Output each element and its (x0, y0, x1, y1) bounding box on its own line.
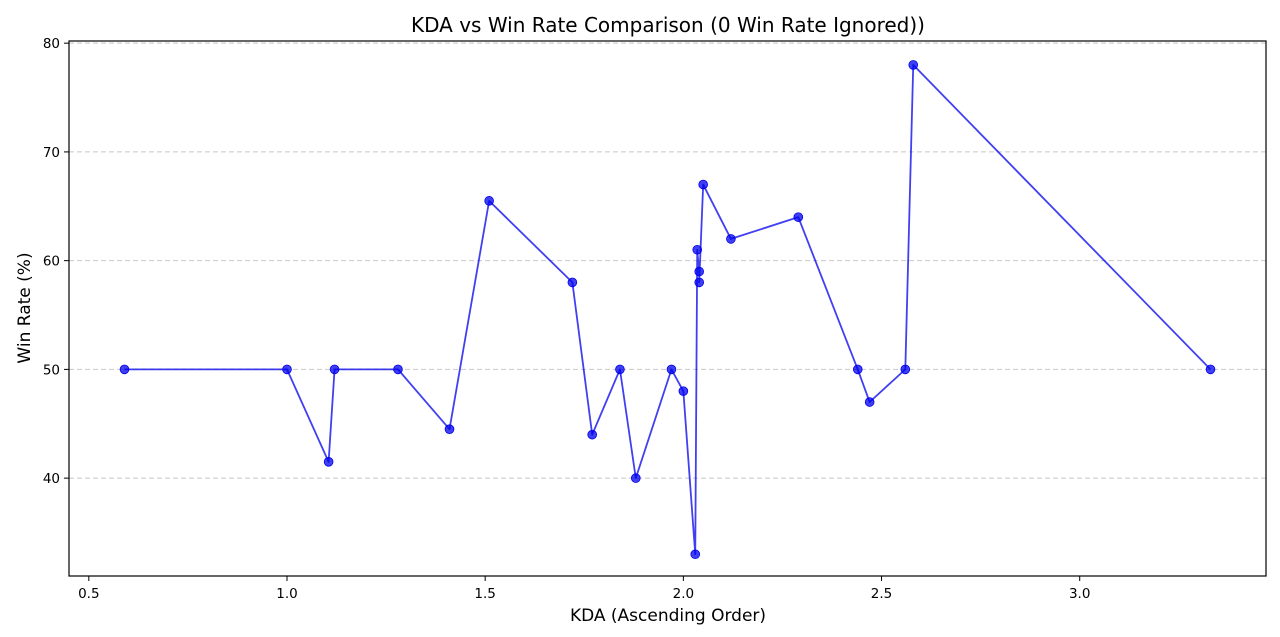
data-point (692, 244, 703, 255)
data-point (793, 212, 804, 222)
grid-lines (69, 42, 1266, 479)
data-point (615, 364, 625, 375)
y-tick-label: 50 (43, 362, 60, 378)
data-point (694, 277, 705, 288)
x-tick-label: 0.5 (78, 586, 99, 602)
data-point (282, 364, 292, 375)
data-point (444, 424, 455, 435)
data-point (630, 473, 641, 483)
data-point (567, 277, 578, 288)
data-point (864, 397, 875, 407)
chart-title: KDA vs Win Rate Comparison (0 Win Rate I… (411, 13, 925, 37)
data-point (119, 364, 130, 375)
data-point (323, 457, 334, 467)
plot-frame (68, 40, 1267, 577)
data-point (852, 364, 863, 375)
data-point (726, 234, 736, 244)
x-axis-label: KDA (Ascending Order) (570, 606, 766, 626)
data-point (900, 364, 911, 375)
data-point (678, 386, 689, 396)
data-point (690, 549, 701, 560)
y-tick-label: 70 (43, 145, 60, 161)
y-tick-label: 60 (43, 254, 60, 270)
data-point (587, 429, 597, 440)
y-tick-label: 80 (43, 36, 60, 52)
x-tick-label: 1.5 (474, 586, 495, 602)
y-tick-label: 40 (43, 471, 60, 487)
data-point (694, 266, 705, 277)
data-point (698, 179, 708, 190)
series-layer (119, 60, 1216, 560)
x-tick-label: 2.5 (871, 586, 892, 602)
data-point (393, 364, 403, 375)
x-axis-ticks: 0.5 1.0 1.5 2.0 2.5 3.0 (78, 576, 1090, 602)
series-line (124, 64, 1212, 556)
x-tick-label: 1.0 (276, 586, 297, 602)
data-point (1205, 364, 1216, 375)
data-point (666, 364, 677, 375)
y-axis-ticks: 40 50 60 70 80 (43, 36, 69, 487)
x-tick-label: 3.0 (1069, 586, 1090, 602)
x-tick-label: 2.0 (673, 586, 694, 602)
data-point (329, 364, 340, 375)
data-point (908, 60, 919, 70)
data-point (484, 196, 494, 206)
y-axis-label: Win Rate (%) (15, 252, 35, 363)
